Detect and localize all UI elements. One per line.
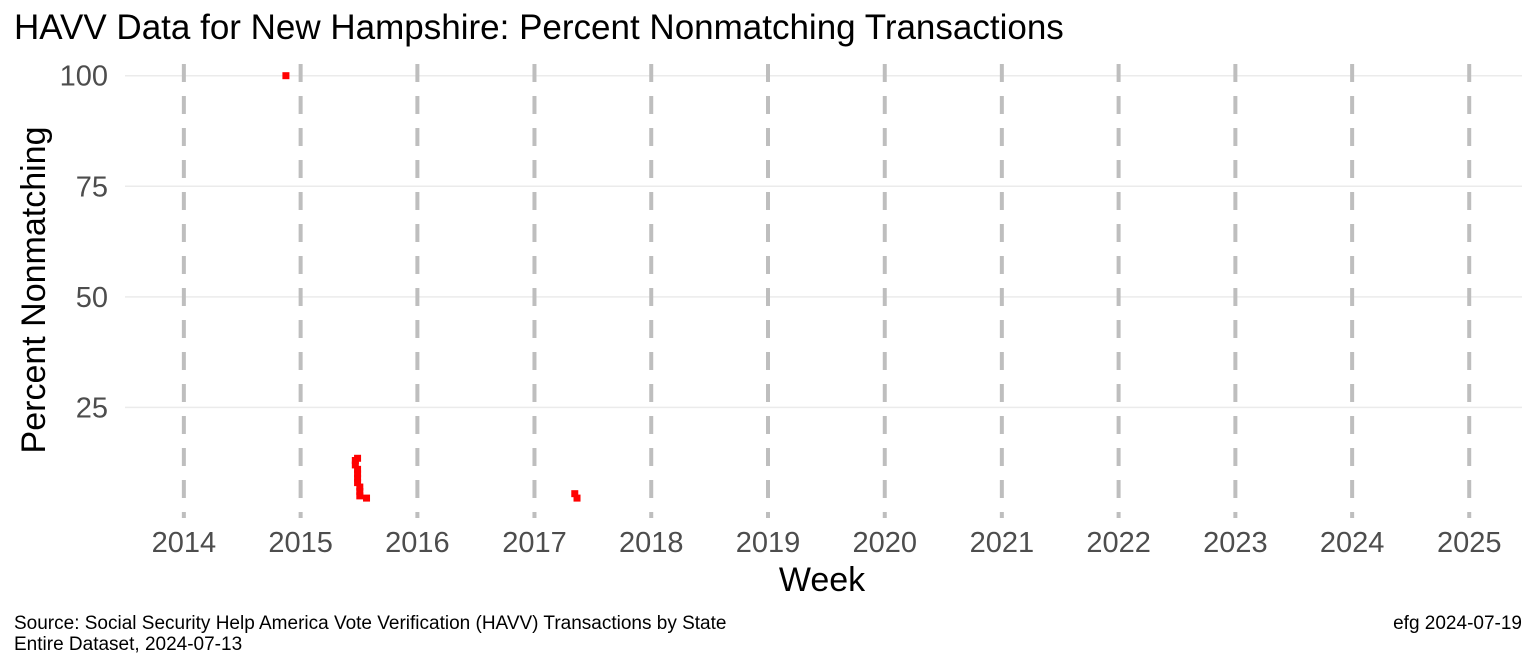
source-caption-line-1: Source: Social Security Help America Vot… (14, 613, 727, 634)
y-tick-label: 75 (76, 171, 108, 203)
x-tick-label: 2021 (970, 527, 1035, 559)
data-point (573, 494, 581, 502)
data-point (282, 72, 290, 80)
source-caption-line-2: Entire Dataset, 2024-07-13 (14, 634, 243, 655)
data-point (356, 483, 364, 491)
x-tick-label: 2017 (502, 527, 567, 559)
x-tick-label: 2019 (736, 527, 801, 559)
x-tick-label: 2024 (1320, 527, 1385, 559)
y-tick-label: 50 (76, 282, 108, 314)
year-lines-layer (181, 64, 1472, 518)
y-axis-title: Percent Nonmatching (15, 127, 53, 454)
x-tick-label: 2014 (152, 527, 217, 559)
data-point (354, 474, 362, 482)
x-tick-label: 2016 (385, 527, 450, 559)
data-point (571, 490, 579, 498)
data-point (356, 487, 364, 495)
x-axis-title: Week (779, 561, 866, 599)
data-point (354, 470, 362, 478)
data-point (354, 465, 362, 473)
points-layer (282, 72, 581, 502)
x-tick-label: 2018 (619, 527, 684, 559)
grid-layer (125, 74, 1522, 409)
credit-caption: efg 2024-07-19 (1393, 613, 1522, 634)
data-point (356, 492, 364, 500)
x-tick-label: 2025 (1437, 527, 1502, 559)
y-tick-label: 100 (60, 61, 108, 93)
x-tick-label: 2022 (1086, 527, 1151, 559)
data-point (363, 494, 371, 502)
y-tick-labels: 25 50 75 100 (60, 61, 108, 425)
source-caption: Source: Social Security Help America Vot… (14, 613, 726, 655)
x-tick-label: 2015 (268, 527, 333, 559)
x-tick-labels: 2014 2015 2016 2017 2018 2019 2020 2021 2022 2023… (152, 527, 1502, 559)
data-point (351, 461, 359, 469)
data-point (354, 454, 362, 462)
x-tick-label: 2023 (1203, 527, 1268, 559)
y-tick-label: 25 (76, 392, 108, 424)
x-tick-label: 2020 (853, 527, 918, 559)
data-point (354, 479, 362, 487)
chart-title: HAVV Data for New Hampshire: Percent Non… (14, 8, 1064, 47)
